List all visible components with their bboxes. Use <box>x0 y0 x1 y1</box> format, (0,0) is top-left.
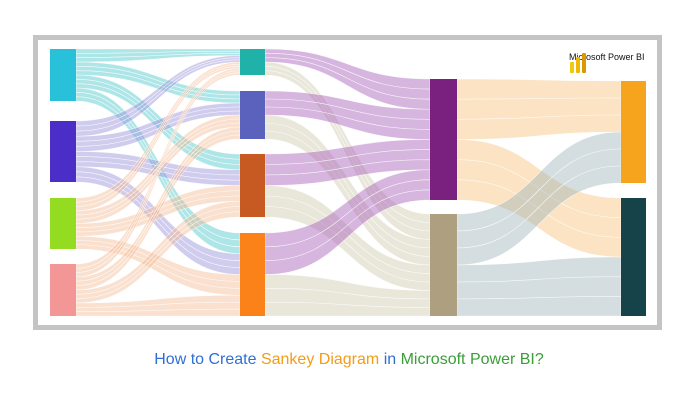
stage-4-node-1 <box>621 81 646 183</box>
caption-part-1: How to Create <box>154 351 257 368</box>
sankey-diagram <box>50 48 646 317</box>
caption-part-2: Sankey Diagram <box>260 351 380 368</box>
stage-3-node-1 <box>430 79 457 200</box>
node-group <box>50 49 646 316</box>
stage-2-node-4 <box>240 233 265 316</box>
stage-2-node-2 <box>240 91 265 139</box>
caption: How to Create Sankey Diagram in Microsof… <box>0 351 698 369</box>
stage-3-to-stage-4-flow <box>456 296 622 317</box>
stage-4-node-2 <box>621 198 646 316</box>
power-bi-logo-text: Microsoft Power BI <box>569 52 645 62</box>
stage-3-to-stage-4-flow <box>456 78 622 100</box>
stage-1-node-4 <box>50 264 76 316</box>
caption-part-4: Microsoft Power BI? <box>400 351 544 368</box>
power-bi-logo-icon <box>570 53 586 73</box>
power-bi-logo: Microsoft Power BI <box>569 52 645 73</box>
stage-2-node-1 <box>240 49 265 75</box>
stage-3-node-2 <box>430 214 457 316</box>
flow-group <box>75 48 622 317</box>
stage-1-node-1 <box>50 49 76 101</box>
caption-part-3: in <box>383 351 397 368</box>
stage-1-node-3 <box>50 198 76 249</box>
stage-1-node-2 <box>50 121 76 182</box>
sankey-diagram-frame: Microsoft Power BI <box>33 35 662 330</box>
stage-2-node-3 <box>240 154 265 217</box>
